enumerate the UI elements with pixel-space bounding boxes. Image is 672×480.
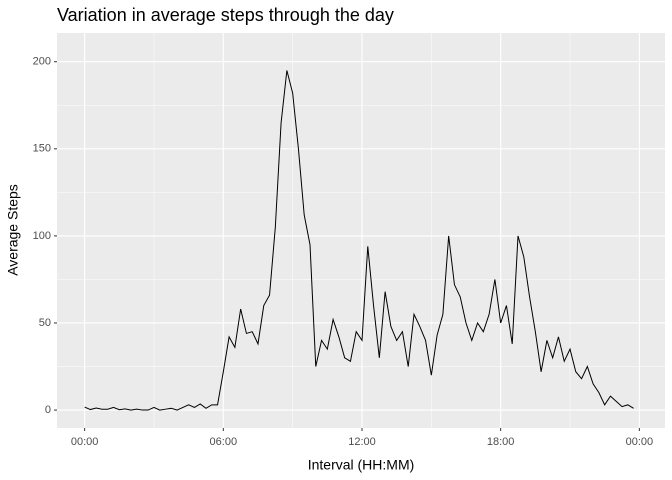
y-tick-label: 100 <box>33 230 51 242</box>
x-tick-label: 00:00 <box>626 436 654 448</box>
x-axis-label: Interval (HH:MM) <box>308 457 415 473</box>
x-tick-label: 00:00 <box>71 436 99 448</box>
y-tick-label: 200 <box>33 56 51 68</box>
chart-title: Variation in average steps through the d… <box>57 5 394 25</box>
y-tick-label: 0 <box>45 404 51 416</box>
panel <box>57 33 665 428</box>
y-axis-label: Average Steps <box>5 184 21 276</box>
line <box>84 70 634 411</box>
x-tick-label: 18:00 <box>487 436 515 448</box>
x-tick-label: 06:00 <box>210 436 238 448</box>
y-tick-label: 150 <box>33 143 51 155</box>
y-tick-label: 50 <box>39 317 51 329</box>
x-tick-label: 12:00 <box>348 436 376 448</box>
